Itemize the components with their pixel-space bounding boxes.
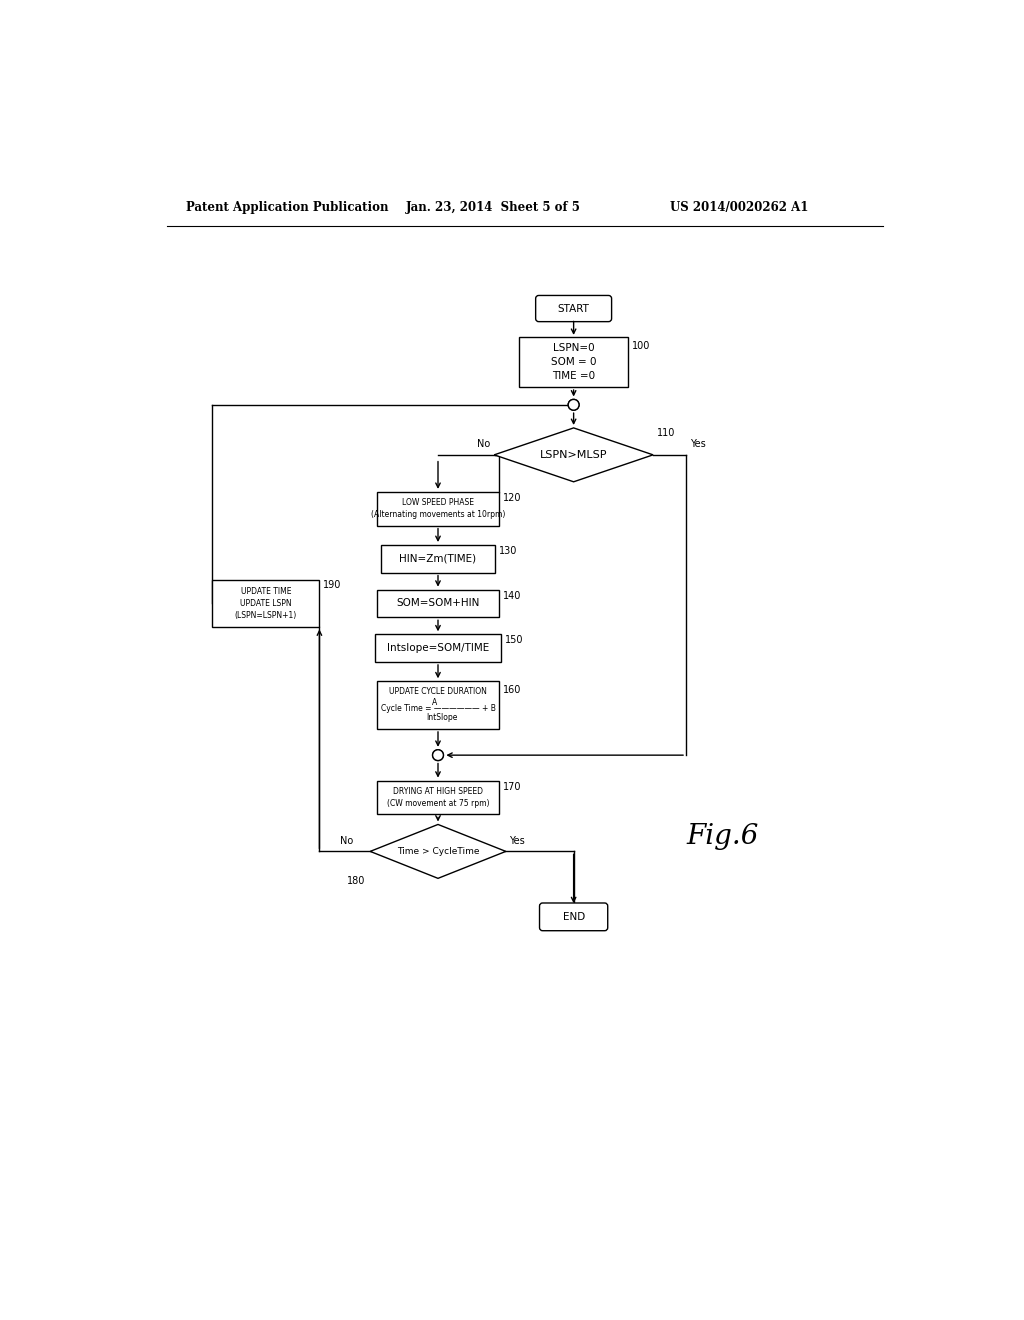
FancyBboxPatch shape [536,296,611,322]
FancyBboxPatch shape [540,903,607,931]
Text: Time > CycleTime: Time > CycleTime [396,847,479,855]
Text: 110: 110 [656,428,675,438]
Text: 170: 170 [503,781,521,792]
Text: HIN=Zm(TIME): HIN=Zm(TIME) [399,554,476,564]
Text: Yes: Yes [690,440,706,449]
Text: 180: 180 [347,875,366,886]
Bar [212,581,319,627]
Bar [519,338,628,388]
Text: 190: 190 [324,579,342,590]
Text: 140: 140 [503,591,521,601]
Text: UPDATE CYCLE DURATION: UPDATE CYCLE DURATION [389,686,487,696]
Text: Jan. 23, 2014  Sheet 5 of 5: Jan. 23, 2014 Sheet 5 of 5 [406,201,581,214]
Text: No: No [477,440,490,449]
Bar [377,492,500,525]
Text: 150: 150 [505,635,523,645]
Text: LSPN>MLSP: LSPN>MLSP [540,450,607,459]
Circle shape [432,750,443,760]
Text: Cycle Time = —————— + B: Cycle Time = —————— + B [381,704,496,713]
Bar [381,545,496,573]
Text: LOW SPEED PHASE
(Alternating movements at 10rpm): LOW SPEED PHASE (Alternating movements a… [371,499,505,519]
Text: Intslope=SOM/TIME: Intslope=SOM/TIME [387,643,489,653]
Bar [375,635,501,663]
Text: SOM=SOM+HIN: SOM=SOM+HIN [396,598,479,609]
Text: UPDATE TIME
UPDATE LSPN
(LSPN=LSPN+1): UPDATE TIME UPDATE LSPN (LSPN=LSPN+1) [234,587,297,620]
Circle shape [568,400,579,411]
Text: A: A [431,697,437,706]
Circle shape [568,400,579,411]
Text: Patent Application Publication: Patent Application Publication [186,201,389,214]
Text: Yes: Yes [509,836,525,846]
Polygon shape [371,825,506,878]
Text: 120: 120 [503,492,521,503]
Text: No: No [340,836,353,846]
Text: 130: 130 [500,546,517,556]
Text: LSPN=0
SOM = 0
TIME =0: LSPN=0 SOM = 0 TIME =0 [551,343,596,381]
Text: Fig.6: Fig.6 [686,822,759,850]
Text: IntSlope: IntSlope [426,713,458,722]
Text: END: END [562,912,585,921]
Circle shape [432,750,443,760]
Text: US 2014/0020262 A1: US 2014/0020262 A1 [671,201,809,214]
Text: DRYING AT HIGH SPEED
(CW movement at 75 rpm): DRYING AT HIGH SPEED (CW movement at 75 … [387,787,489,808]
Bar [377,780,500,814]
Text: START: START [558,304,590,314]
Bar [377,590,500,618]
Text: 160: 160 [503,685,521,694]
Text: 100: 100 [632,341,650,351]
Polygon shape [495,428,653,482]
Bar [377,681,500,729]
